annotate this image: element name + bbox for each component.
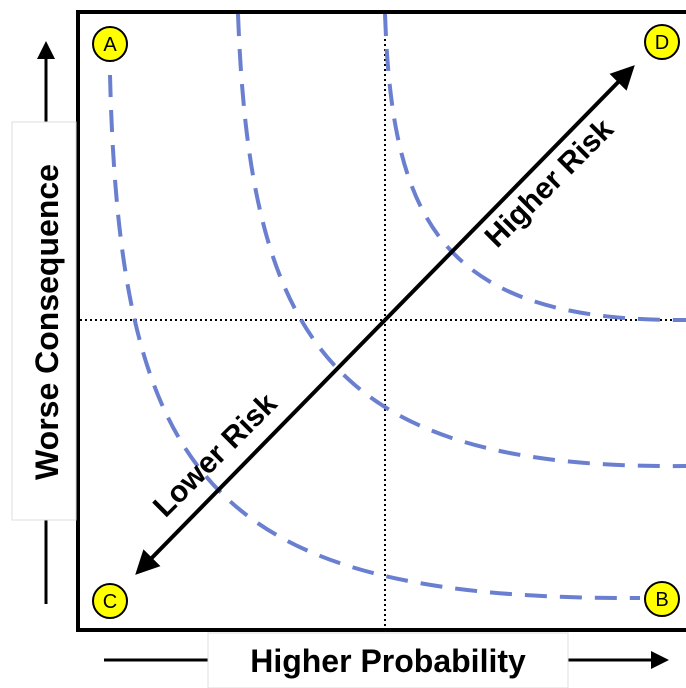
corner-marker-bottom-right: B [644,581,680,617]
iso-risk-curve-high [383,13,686,323]
risk-arrow-diagonal [383,65,635,322]
corner-label-top-left: A [103,34,117,56]
corner-label-top-right: D [655,32,669,54]
iso-risk-curve-mid [236,13,686,469]
y-axis-label-box [11,121,77,521]
corner-label-bottom-left: C [103,591,117,613]
corner-label-bottom-right: B [655,589,668,611]
risk-arrow-diagonal-lower [135,318,387,575]
y-axis-label: Worse Consequence [29,164,65,480]
corner-marker-top-left: A [92,26,128,62]
corner-marker-top-right: D [644,24,680,60]
corner-marker-bottom-left: C [92,583,128,619]
x-axis-label: Higher Probability [250,643,526,679]
x-axis-label-box [207,632,569,688]
